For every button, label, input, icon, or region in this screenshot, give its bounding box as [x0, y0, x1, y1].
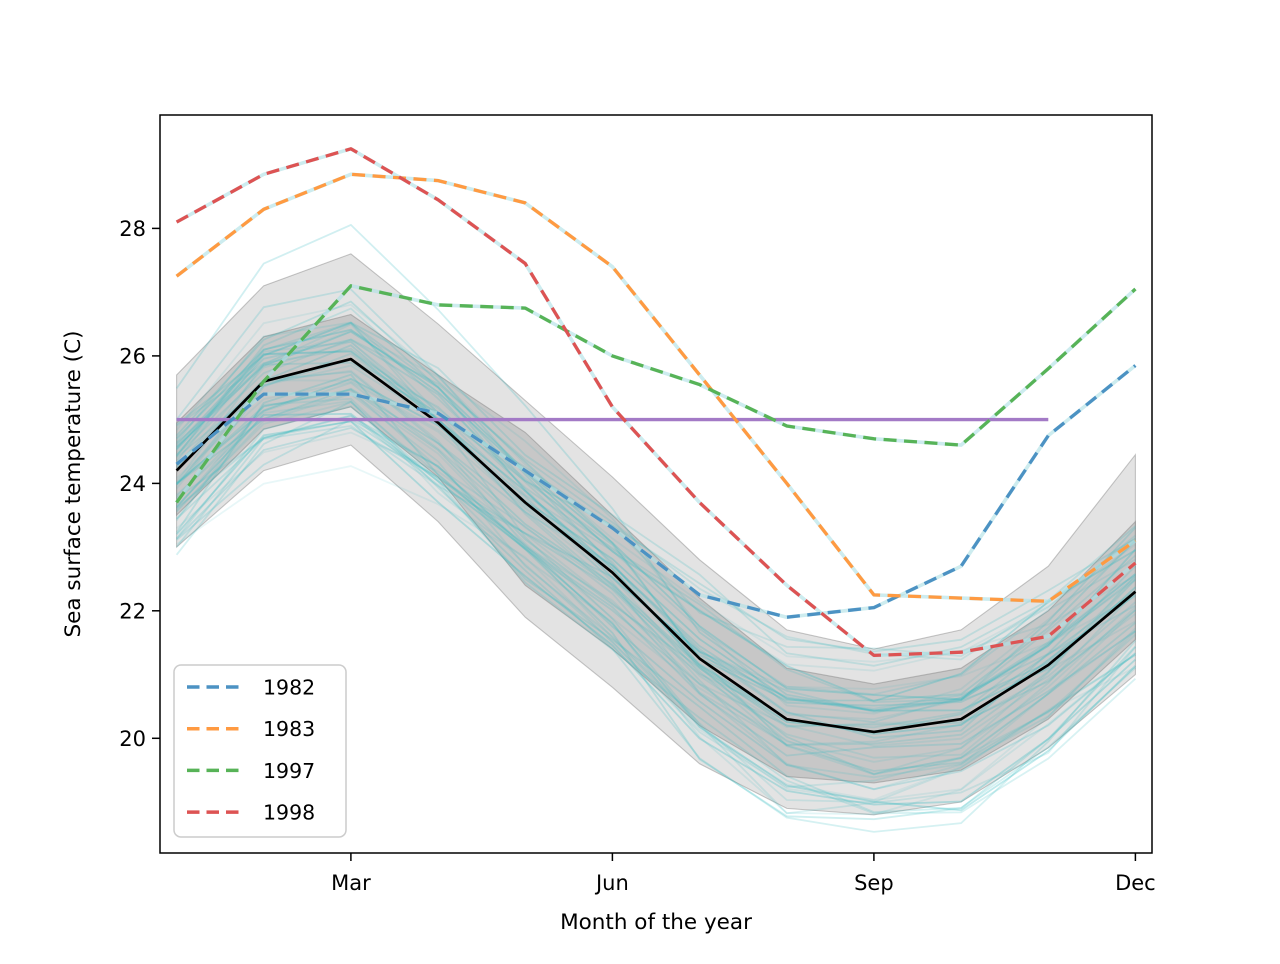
ensemble-line [176, 420, 1136, 727]
ensemble-line [175, 300, 1137, 702]
y-tick-label-24: 24 [119, 472, 146, 496]
ensemble-line [175, 350, 1136, 672]
ensemble-line [175, 307, 1137, 747]
ensemble-line [175, 340, 1137, 763]
ensemble-line [176, 431, 1136, 721]
ensemble-line [175, 369, 1137, 802]
y-axis-label: Sea surface temperature (C) [61, 331, 86, 638]
legend-label-1997: 1997 [263, 759, 315, 783]
ensemble-line [176, 465, 1136, 801]
ensemble-line [175, 330, 1137, 701]
ensemble-line [175, 352, 1137, 815]
ensemble-line [175, 321, 1137, 776]
ensemble-line [176, 418, 1136, 757]
ensemble-line [175, 399, 1136, 816]
ensemble-line [175, 329, 1136, 663]
ensemble-line [175, 397, 1136, 789]
ensemble-line [176, 377, 1137, 712]
series-line-1983 [175, 172, 1137, 603]
x-tick-label-Sep: Sep [854, 871, 894, 895]
legend-label-1982: 1982 [263, 676, 315, 700]
x-tick-label-Dec: Dec [1115, 871, 1156, 895]
ensemble-line [175, 412, 1137, 812]
highlight-year-lines [175, 147, 1137, 658]
ensemble-line [175, 400, 1137, 833]
ensemble-line [175, 344, 1136, 707]
x-tick-label-Mar: Mar [331, 871, 371, 895]
x-tick-label-Jun: Jun [594, 871, 629, 895]
ensemble-line [175, 341, 1136, 696]
ensemble-line [175, 364, 1137, 791]
band-outer [176, 253, 1136, 816]
ensemble-line [176, 321, 1136, 667]
ensemble-line [175, 373, 1137, 821]
ensemble-line [175, 381, 1137, 779]
legend-box [173, 664, 347, 838]
y-tick-label-26: 26 [119, 344, 146, 368]
x-axis-label: Month of the year [560, 910, 752, 935]
mean-line-group [175, 357, 1137, 734]
y-tick-label-20: 20 [119, 727, 146, 751]
ensemble-line [175, 393, 1136, 804]
ensemble-line [175, 371, 1136, 710]
ensemble-line [175, 401, 1136, 747]
legend: 1982 1983 1997 1998 [173, 664, 347, 838]
axes: Mar Jun Sep Dec 20 22 24 26 28 [119, 114, 1156, 895]
legend-label-1998: 1998 [263, 801, 315, 825]
y-tick-label-22: 22 [119, 599, 146, 623]
ensemble-line [175, 303, 1137, 715]
series-line-1997 [175, 284, 1137, 504]
band-inner [176, 313, 1136, 784]
ensemble-line [175, 223, 1137, 712]
ensemble-line [175, 328, 1136, 703]
legend-label-1983: 1983 [263, 717, 315, 741]
ensemble-line [175, 426, 1136, 791]
ensemble-line [176, 391, 1136, 776]
y-tick-label-28: 28 [119, 217, 146, 241]
series-line-1998 [175, 147, 1137, 658]
uncertainty-bands [176, 253, 1136, 816]
mean-line [175, 357, 1137, 734]
ensemble-line [175, 323, 1137, 759]
ensemble-line [175, 405, 1137, 815]
ensemble-line [175, 288, 1137, 739]
ensemble-line [175, 420, 1137, 806]
series-line-1982 [175, 364, 1137, 619]
